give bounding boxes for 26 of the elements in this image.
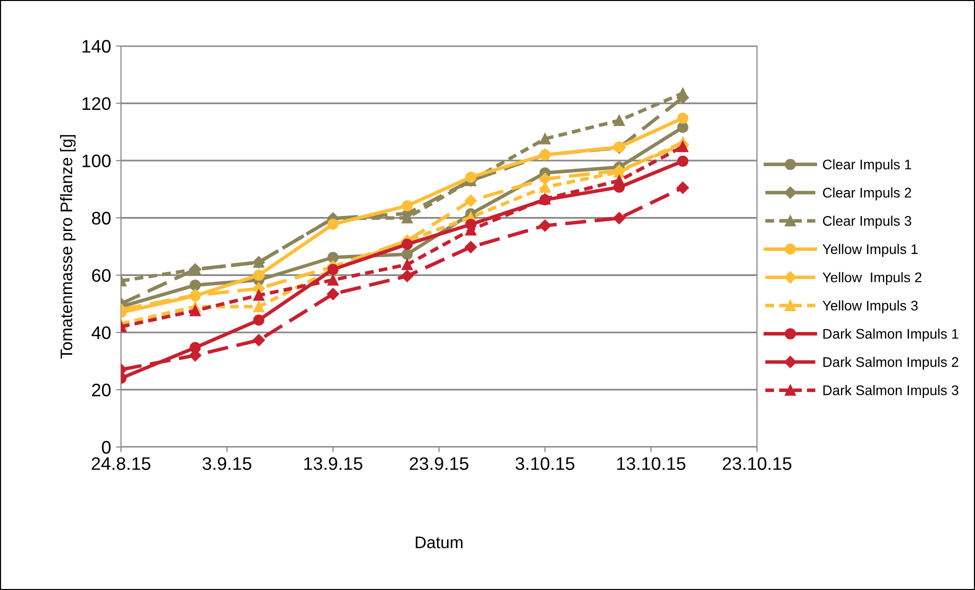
y-tick-label: 140 xyxy=(82,40,111,53)
y-tick-label: 80 xyxy=(92,212,111,225)
y-tick-label: 120 xyxy=(82,97,111,110)
x-tick-label: 13.9.15 xyxy=(304,457,362,470)
x-tick-label: 3.10.15 xyxy=(516,457,574,470)
y-axis-title: Tomatenmasse pro Pflanze [g] xyxy=(60,135,76,359)
x-tick-label: 13.10.15 xyxy=(617,457,686,470)
legend-label: Dark Salmon Impuls 1 xyxy=(823,328,958,342)
legend-label: Dark Salmon Impuls 3 xyxy=(823,385,958,398)
legend-label: Yellow Impuls 2 xyxy=(822,272,922,286)
y-tick-label: 20 xyxy=(92,384,111,396)
legend-label: Clear Impuls 3 xyxy=(822,216,912,229)
x-tick-label: 23.9.15 xyxy=(410,457,468,470)
legend-label: Yellow Impuls 1 xyxy=(822,244,918,257)
legend-label: Dark Salmon Impuls 2 xyxy=(823,356,958,370)
x-axis-title: Datum xyxy=(416,536,462,548)
legend-label: Clear Impuls 1 xyxy=(822,159,912,172)
x-tick-label: 23.10.15 xyxy=(722,457,792,470)
legend-label: Clear Impuls 2 xyxy=(822,187,912,200)
y-tick-label: 0 xyxy=(102,440,111,454)
legend-label: Yellow Impuls 3 xyxy=(822,300,918,314)
x-tick-label: 3.9.15 xyxy=(202,457,252,470)
y-tick-label: 60 xyxy=(92,269,111,282)
y-tick-label: 40 xyxy=(92,326,111,340)
x-tick-label: 24.8.15 xyxy=(92,457,150,470)
y-tick-label: 100 xyxy=(82,154,111,168)
